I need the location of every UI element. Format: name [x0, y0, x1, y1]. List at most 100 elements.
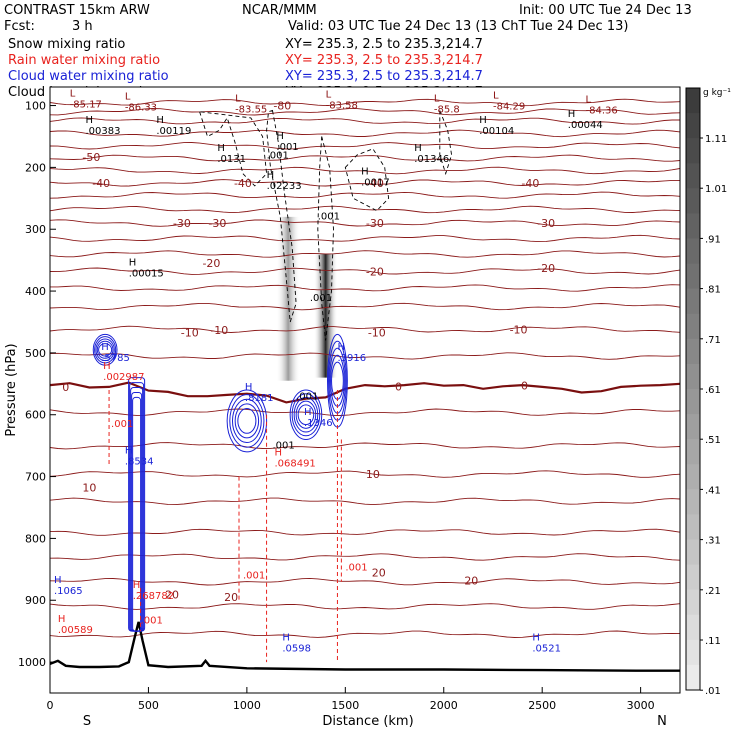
- isotherm-label: 10: [366, 468, 380, 481]
- colorbar: 1.11 1.01 .91 .81 .71 .61 .51 .41 .31 .21 .11 .01: [685, 87, 727, 697]
- colorbar-swatch: [686, 113, 700, 139]
- extremum-value: .8534: [125, 456, 154, 467]
- colorbar-swatch: [686, 88, 700, 114]
- isotherm-line: [49, 603, 681, 610]
- cloud-water-contour: [229, 394, 265, 448]
- isotherm-line: [49, 408, 681, 416]
- extremum-value: .01346: [414, 154, 449, 165]
- colorbar-label: .41: [705, 485, 721, 496]
- contour-label: .001: [141, 616, 163, 627]
- colorbar-swatch: [686, 363, 700, 390]
- extremum-marker: L: [70, 88, 76, 99]
- x-tick-label: 2500: [528, 699, 556, 712]
- extremum-marker: H: [103, 361, 111, 372]
- plot-frame: [49, 86, 681, 694]
- extremum-marker: L: [235, 93, 241, 104]
- snow-contour: [317, 136, 334, 341]
- cloud-water-contour: [226, 389, 268, 453]
- cloud-water-contour: [132, 396, 142, 632]
- extremum-value: -83.55: [235, 104, 267, 115]
- colorbar-swatch: [686, 464, 700, 490]
- extremum-marker: H: [54, 575, 62, 586]
- isotherm-line: [49, 108, 681, 116]
- colorbar-swatch: [686, 163, 700, 189]
- isotherm-line: [49, 553, 681, 561]
- extremum-marker: H: [532, 633, 540, 644]
- isotherm-label: 0: [62, 381, 69, 394]
- snow-contour: [198, 111, 268, 187]
- colorbar-swatch: [686, 664, 700, 691]
- extremum-marker: H: [276, 131, 284, 142]
- extremum-value: -84.29: [493, 101, 525, 112]
- cloud-contours: [92, 109, 453, 663]
- field-xy: XY= 235.3, 2.5 to 235.3,214.7: [285, 69, 483, 84]
- isotherm-label: -40: [234, 177, 252, 190]
- y-tick-label: 700: [25, 471, 46, 484]
- colorbar-swatch: [686, 263, 700, 290]
- snow-contour: [344, 148, 390, 212]
- isotherm-label: -40: [366, 177, 384, 190]
- freezing-level-line: [49, 381, 681, 404]
- colorbar-label: .51: [705, 435, 721, 446]
- isotherm-line: [49, 325, 681, 333]
- extremum-value: .1065: [54, 586, 83, 597]
- extremum-marker: L: [586, 95, 592, 106]
- colorbar-swatch: [686, 564, 700, 591]
- contour-label: .001: [272, 441, 294, 452]
- extremum-value: -85.17: [70, 99, 102, 110]
- extremum-value: .001: [276, 142, 298, 153]
- y-axis-title: Pressure (hPa): [4, 343, 19, 436]
- colorbar-label: 1.01: [705, 184, 727, 195]
- isotherm-label: -50: [82, 151, 100, 164]
- extremum-value: -86.33: [125, 103, 157, 114]
- north-label: N: [657, 714, 667, 729]
- extremum-value: .0521: [532, 644, 561, 655]
- isotherm-label: -20: [202, 257, 220, 270]
- isotherm-label: -40: [92, 177, 110, 190]
- extremum-value: .0598: [282, 644, 311, 655]
- colorbar-swatch: [686, 514, 700, 540]
- colorbar-label: .91: [705, 234, 721, 245]
- extremum-marker: H: [414, 143, 422, 154]
- extremum-value: .00104: [479, 126, 514, 137]
- extremum-value: .00119: [156, 126, 191, 137]
- field-xy: XY= 235.3, 2.5 to 235.3,214.7: [285, 53, 483, 68]
- colorbar-swatch: [686, 539, 700, 566]
- isotherm-label: -10: [210, 324, 228, 337]
- isotherm-label: 0: [395, 380, 402, 393]
- colorbar-swatch: [686, 589, 700, 616]
- colorbar-swatch: [686, 338, 700, 365]
- colorbar-swatch: [686, 614, 700, 641]
- temperature-isotherms: [49, 98, 681, 672]
- center-title: NCAR/MMM: [242, 3, 317, 18]
- isotherm-label: -10: [510, 323, 528, 336]
- colorbar-swatch: [686, 288, 700, 315]
- isotherm-line: [49, 117, 680, 125]
- extremum-value: .8181: [245, 393, 274, 404]
- isotherm-line: [49, 497, 681, 506]
- colorbar-swatch: [686, 389, 700, 415]
- isotherm-line: [49, 234, 681, 243]
- y-tick-label: 100: [25, 100, 46, 113]
- isotherm-line: [49, 154, 681, 162]
- isotherm-label: 10: [82, 482, 96, 495]
- cloud-water-contour: [293, 396, 319, 433]
- isotherm-line: [50, 284, 681, 292]
- x-axis-title: Distance (km): [322, 714, 413, 729]
- x-tick-label: 500: [138, 699, 159, 712]
- colorbar-swatch: [686, 489, 700, 515]
- cloud-water-contour: [295, 400, 317, 429]
- isotherm-line: [49, 179, 680, 187]
- x-tick-label: 1500: [331, 699, 359, 712]
- colorbar-unit: g kg⁻¹: [703, 88, 731, 98]
- extremum-marker: H: [58, 614, 66, 625]
- colorbar-swatch: [686, 313, 700, 340]
- colorbar-label: .71: [705, 335, 721, 346]
- extremum-marker: H: [101, 342, 109, 353]
- contour-label: .001: [111, 419, 133, 430]
- isotherm-line: [49, 250, 681, 258]
- extremum-value: -83.58: [326, 101, 358, 112]
- model-title: CONTRAST 15km ARW: [4, 3, 150, 18]
- isotherm-label: -20: [366, 265, 384, 278]
